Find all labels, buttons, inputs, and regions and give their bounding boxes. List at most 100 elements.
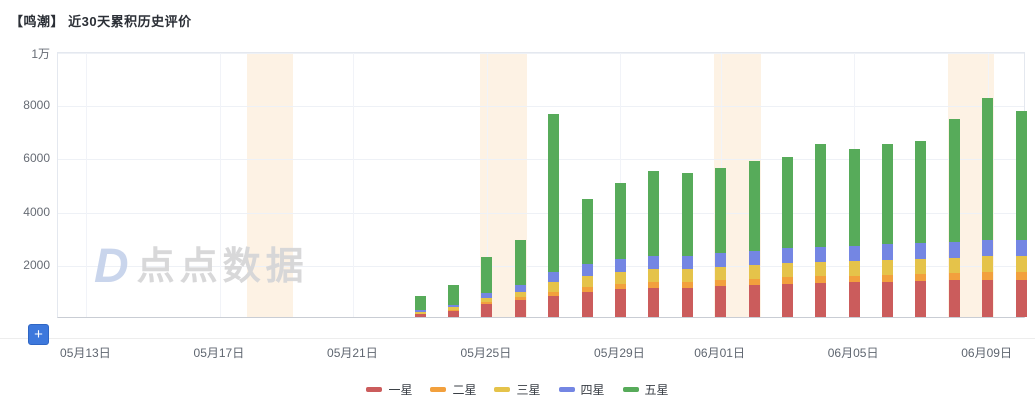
bar-segment-一星	[815, 283, 827, 317]
bar-column[interactable]	[481, 257, 493, 317]
bar-segment-三星	[748, 264, 760, 279]
bar-segment-四星	[548, 271, 560, 283]
legend-marker-icon	[366, 387, 383, 392]
bar-segment-一星	[748, 285, 760, 317]
legend-label: 五星	[644, 383, 669, 397]
bar-segment-三星	[648, 269, 660, 282]
bar-column[interactable]	[648, 170, 660, 317]
bar-segment-五星	[448, 285, 459, 306]
bar-segment-四星	[982, 239, 994, 257]
bar-segment-五星	[948, 118, 960, 242]
x-tick-label: 06月09日	[961, 346, 1012, 360]
bar-segment-三星	[548, 282, 560, 292]
y-tick-label: 2000	[23, 257, 50, 272]
y-tick-label: 8000	[23, 98, 50, 113]
bar-column[interactable]	[548, 113, 560, 317]
legend-item-一星[interactable]: 一星	[366, 381, 412, 398]
bar-column[interactable]	[982, 97, 994, 317]
bar-segment-二星	[781, 277, 793, 284]
bar-segment-三星	[414, 311, 426, 314]
bar-segment-一星	[514, 299, 526, 317]
legend-marker-icon	[622, 387, 639, 392]
bar-column[interactable]	[448, 285, 459, 317]
x-tick-label: 05月21日	[327, 346, 378, 360]
bar-segment-二星	[581, 286, 593, 292]
bar-segment-四星	[848, 245, 860, 261]
bar-segment-二星	[882, 274, 893, 282]
bar-segment-五星	[581, 198, 593, 264]
bar-segment-四星	[614, 259, 626, 272]
bar-segment-一星	[414, 314, 426, 317]
bar-column[interactable]	[581, 198, 593, 317]
legend-label: 二星	[452, 383, 477, 397]
bar-segment-三星	[948, 257, 960, 273]
y-tick-label: 4000	[23, 204, 50, 219]
bar-column[interactable]	[514, 239, 526, 317]
bar-segment-一星	[715, 286, 727, 317]
bar-segment-三星	[481, 297, 493, 302]
bar-segment-四星	[815, 246, 827, 262]
bar-segment-二星	[414, 313, 426, 315]
bar-segment-四星	[715, 253, 727, 268]
v-gridline	[86, 53, 88, 317]
bar-segment-四星	[648, 255, 660, 270]
bar-segment-二星	[548, 291, 560, 296]
h-gridline	[58, 106, 1024, 108]
bar-segment-五星	[514, 239, 526, 286]
h-gridline	[58, 53, 1024, 54]
legend-label: 一星	[388, 383, 413, 397]
v-gridline	[353, 53, 355, 317]
bar-segment-一星	[648, 287, 660, 317]
bar-segment-五星	[781, 157, 793, 249]
bar-segment-五星	[414, 295, 426, 311]
bar-segment-五星	[1015, 110, 1027, 240]
bar-segment-二星	[748, 278, 760, 286]
h-gridline	[58, 159, 1024, 161]
bar-segment-四星	[948, 241, 960, 258]
bar-column[interactable]	[681, 173, 693, 317]
legend-item-二星[interactable]: 二星	[430, 381, 476, 398]
bar-column[interactable]	[848, 149, 860, 317]
bar-segment-四星	[514, 285, 526, 292]
bar-segment-四星	[748, 250, 760, 265]
legend-item-五星[interactable]: 五星	[622, 381, 669, 398]
bar-column[interactable]	[748, 161, 760, 317]
bar-segment-三星	[781, 262, 793, 278]
h-gridline	[58, 265, 1024, 267]
legend-item-四星[interactable]: 四星	[558, 381, 605, 398]
zoom-in-button[interactable]: +	[28, 324, 49, 345]
legend-item-三星[interactable]: 三星	[494, 381, 541, 398]
bar-column[interactable]	[815, 144, 827, 317]
x-tick-label: 05月13日	[60, 346, 111, 360]
bar-segment-一星	[581, 291, 593, 317]
bar-segment-三星	[882, 259, 893, 275]
bar-segment-五星	[882, 144, 893, 245]
bar-segment-五星	[748, 161, 760, 251]
bar-segment-五星	[681, 173, 693, 256]
bar-segment-四星	[915, 243, 927, 259]
bar-segment-五星	[548, 113, 560, 272]
bar-column[interactable]	[781, 157, 793, 317]
x-tick-label: 05月25日	[460, 346, 512, 360]
bar-column[interactable]	[915, 141, 927, 317]
bar-column[interactable]	[882, 144, 893, 317]
bar-segment-四星	[781, 248, 793, 263]
legend-label: 三星	[516, 383, 541, 397]
bar-segment-四星	[681, 255, 693, 270]
bar-column[interactable]	[414, 295, 426, 317]
bar-segment-五星	[915, 141, 927, 244]
bar-segment-一星	[548, 295, 560, 317]
x-tick-label: 06月01日	[694, 346, 745, 360]
bar-segment-三星	[915, 258, 927, 274]
bar-segment-四星	[1015, 239, 1027, 257]
v-gridline	[219, 53, 221, 317]
bar-column[interactable]	[614, 182, 626, 317]
bar-segment-一星	[681, 287, 693, 317]
bar-segment-一星	[614, 289, 626, 317]
bar-segment-二星	[681, 281, 693, 288]
bar-segment-三星	[614, 271, 626, 284]
bar-column[interactable]	[1015, 110, 1027, 317]
bar-column[interactable]	[948, 118, 960, 317]
bar-column[interactable]	[715, 168, 727, 317]
